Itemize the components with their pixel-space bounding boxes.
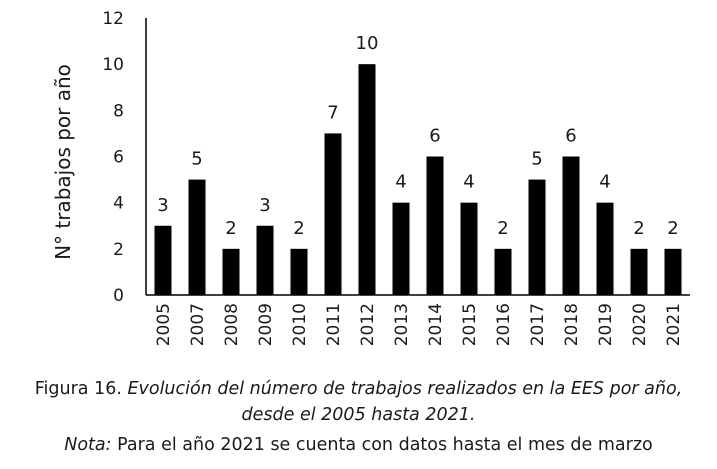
bar-2016 bbox=[494, 248, 512, 295]
y-tick-label: 4 bbox=[113, 194, 124, 214]
bar-2015 bbox=[460, 202, 478, 295]
x-tick-label-2007: 2007 bbox=[188, 303, 208, 346]
bar-2011 bbox=[324, 133, 342, 295]
y-axis-title: N° trabajos por año bbox=[51, 64, 75, 260]
data-label-2019: 4 bbox=[599, 172, 610, 193]
y-tick-label: 8 bbox=[113, 101, 124, 121]
bar-2005 bbox=[154, 225, 172, 295]
bars-group bbox=[154, 64, 682, 296]
y-axis-ticks: 0 2 4 6 8 10 12 bbox=[102, 9, 124, 306]
data-label-2018: 6 bbox=[565, 126, 576, 147]
x-tick-label-2008: 2008 bbox=[222, 303, 242, 346]
bar-2014 bbox=[426, 156, 444, 295]
x-tick-label-2013: 2013 bbox=[392, 303, 412, 346]
bar-2020 bbox=[630, 248, 648, 295]
x-tick-label-2021: 2021 bbox=[664, 303, 684, 346]
y-tick-label: 10 bbox=[102, 55, 124, 75]
bar-2010 bbox=[290, 248, 308, 295]
x-tick-label-2012: 2012 bbox=[358, 303, 378, 346]
y-tick-label: 0 bbox=[113, 286, 124, 306]
x-tick-label-2014: 2014 bbox=[426, 303, 446, 346]
data-label-2012: 10 bbox=[356, 33, 379, 54]
data-label-2017: 5 bbox=[531, 149, 542, 170]
note-text: Para el año 2021 se cuenta con datos has… bbox=[111, 435, 653, 455]
figure-caption-line-1: Figura 16. Evolución del número de traba… bbox=[0, 376, 717, 402]
data-label-2021: 2 bbox=[667, 218, 678, 239]
x-tick-label-2015: 2015 bbox=[460, 303, 480, 346]
x-tick-label-2018: 2018 bbox=[562, 303, 582, 346]
bar-chart: 0 2 4 6 8 10 12 3 5 2 3 2 7 10 4 6 4 2 5 6 4 2 2 2005 2007 2008… bbox=[51, 9, 690, 346]
note-label: Nota: bbox=[64, 435, 112, 455]
data-label-2014: 6 bbox=[429, 126, 440, 147]
y-tick-label: 12 bbox=[102, 9, 124, 29]
caption-figure-number: Figura 16. bbox=[34, 379, 128, 399]
data-label-2020: 2 bbox=[633, 218, 644, 239]
y-tick-label: 2 bbox=[113, 240, 124, 260]
bar-2008 bbox=[222, 248, 240, 295]
bar-2007 bbox=[188, 179, 206, 295]
figure-note: Nota: Para el año 2021 se cuenta con dat… bbox=[0, 432, 717, 458]
data-label-2010: 2 bbox=[293, 218, 304, 239]
data-label-2015: 4 bbox=[463, 172, 474, 193]
x-axis-ticks: 2005 2007 2008 2009 2010 2011 2012 2013 2014 2015… bbox=[154, 303, 684, 346]
x-tick-label-2009: 2009 bbox=[256, 303, 276, 346]
x-tick-label-2005: 2005 bbox=[154, 303, 174, 346]
data-label-2013: 4 bbox=[395, 172, 406, 193]
data-label-2009: 3 bbox=[259, 195, 270, 216]
figure-caption-line-2: desde el 2005 hasta 2021. bbox=[0, 402, 717, 428]
x-tick-label-2017: 2017 bbox=[528, 303, 548, 346]
data-label-2007: 5 bbox=[191, 149, 202, 170]
bar-2018 bbox=[562, 156, 580, 295]
bar-2009 bbox=[256, 225, 274, 295]
bar-2013 bbox=[392, 202, 410, 295]
bar-2017 bbox=[528, 179, 546, 295]
x-tick-label-2016: 2016 bbox=[494, 303, 514, 346]
data-labels-group: 3 5 2 3 2 7 10 4 6 4 2 5 6 4 2 2 bbox=[157, 33, 678, 239]
bar-2021 bbox=[664, 248, 682, 295]
x-tick-label-2011: 2011 bbox=[324, 303, 344, 346]
x-tick-label-2019: 2019 bbox=[596, 303, 616, 346]
data-label-2005: 3 bbox=[157, 195, 168, 216]
caption-title-part-1: Evolución del número de trabajos realiza… bbox=[127, 379, 683, 399]
bar-2019 bbox=[596, 202, 614, 295]
data-label-2016: 2 bbox=[497, 218, 508, 239]
caption-title-part-2: desde el 2005 hasta 2021. bbox=[241, 405, 476, 425]
data-label-2011: 7 bbox=[327, 102, 338, 123]
x-tick-label-2020: 2020 bbox=[630, 303, 650, 346]
data-label-2008: 2 bbox=[225, 218, 236, 239]
y-tick-label: 6 bbox=[113, 148, 124, 168]
x-tick-label-2010: 2010 bbox=[290, 303, 310, 346]
bar-2012 bbox=[358, 64, 376, 296]
